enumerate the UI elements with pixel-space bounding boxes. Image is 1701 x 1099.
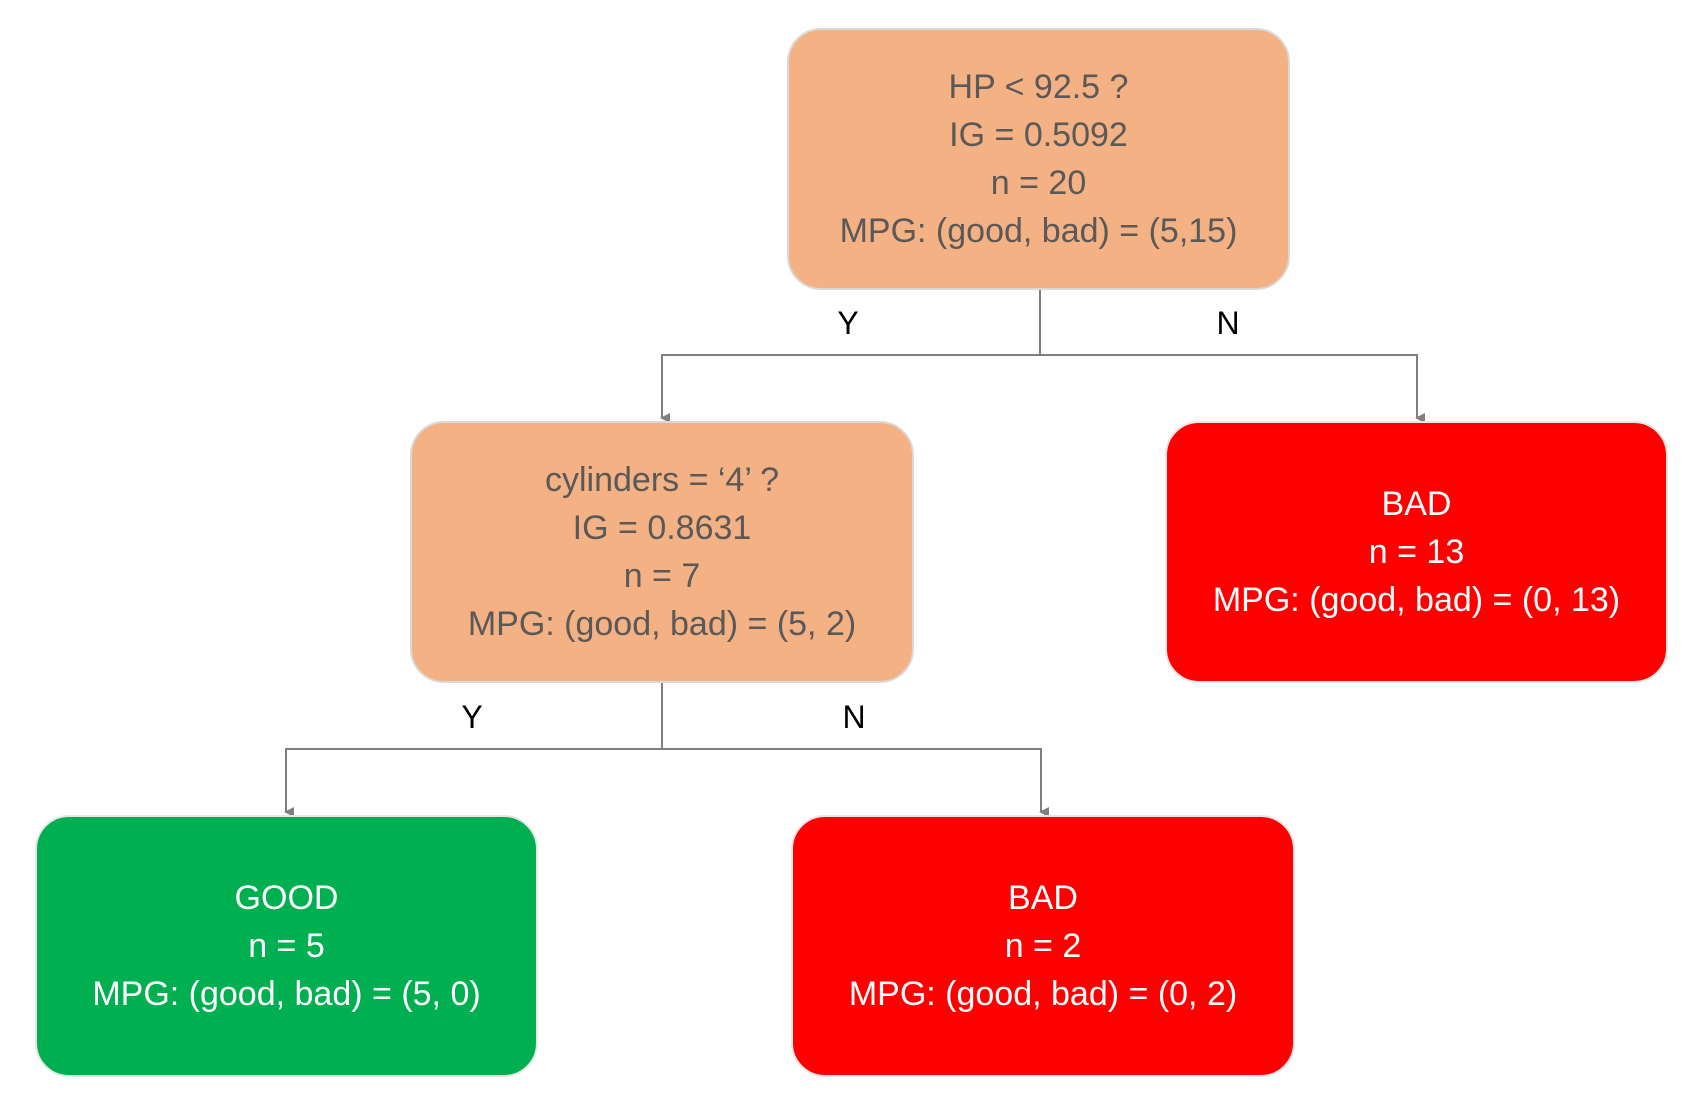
good-leaf-class: GOOD [234,879,339,917]
connector-cylinders-good [284,683,663,817]
cylinders-ig: IG = 0.8631 [572,509,752,547]
cylinders-mpg: MPG: (good, bad) = (5, 2) [467,605,857,643]
cylinders-n: n = 7 [623,557,701,595]
connector-root-bad [1040,354,1425,423]
root-mpg: MPG: (good, bad) = (5,15) [839,212,1238,250]
bad-leaf-bottom: BAD n = 2 MPG: (good, bad) = (0, 2) [791,815,1295,1077]
root-ig: IG = 0.5092 [949,116,1128,154]
good-leaf-mpg: MPG: (good, bad) = (5, 0) [92,975,481,1013]
bad-bottom-n: n = 2 [1004,927,1082,965]
cylinders-node: cylinders = ‘4’ ? IG = 0.8631 n = 7 MPG:… [410,421,914,683]
bad-leaf-right: BAD n = 13 MPG: (good, bad) = (0, 13) [1165,421,1668,683]
root-n: n = 20 [990,164,1087,202]
bad-right-class: BAD [1381,485,1452,523]
bad-right-mpg: MPG: (good, bad) = (0, 13) [1212,581,1621,619]
root-yes-label: Y [837,305,859,341]
connector-cylinders-bad [662,748,1049,817]
good-leaf-n: n = 5 [248,927,325,965]
root-condition: HP < 92.5 ? [948,68,1129,106]
cylinders-no-label: N [842,699,866,735]
cylinders-condition: cylinders = ‘4’ ? [544,461,779,499]
bad-bottom-class: BAD [1008,879,1078,917]
root-no-label: N [1216,305,1240,341]
bad-right-n: n = 13 [1368,533,1465,571]
cylinders-yes-label: Y [461,699,483,735]
root-node: HP < 92.5 ? IG = 0.5092 n = 20 MPG: (goo… [787,28,1290,290]
connector-root-cylinders [660,290,1041,423]
good-leaf: GOOD n = 5 MPG: (good, bad) = (5, 0) [35,815,538,1077]
bad-bottom-mpg: MPG: (good, bad) = (0, 2) [848,975,1238,1013]
